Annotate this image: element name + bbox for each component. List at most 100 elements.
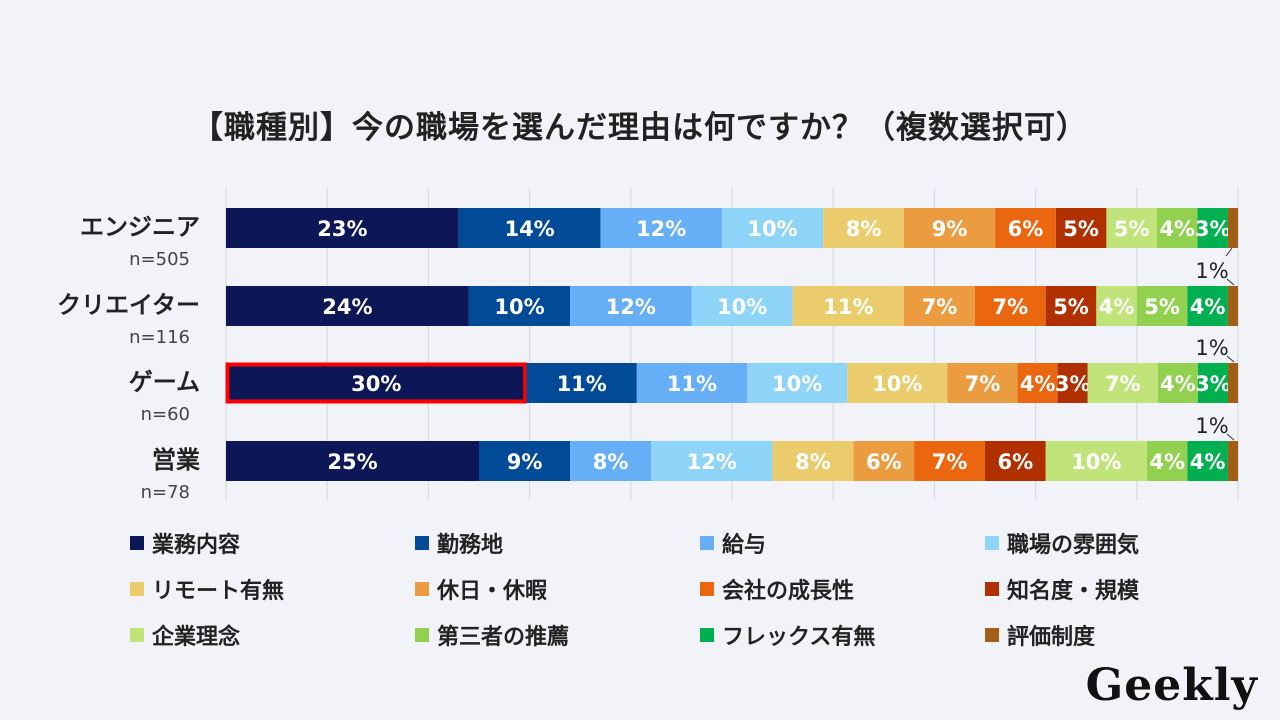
- legend-label: 第三者の推薦: [437, 625, 570, 650]
- sample-size-label: n=116: [129, 327, 190, 348]
- legend-swatch: [130, 582, 144, 596]
- category-label: ゲーム: [129, 368, 200, 396]
- legend-item: 職場の雰囲気: [985, 528, 1230, 558]
- legend-item: 給与: [700, 528, 985, 558]
- chart-title: 【職種別】今の職場を選んだ理由は何ですか？（複数選択可）: [192, 110, 1088, 146]
- legend-item: 業務内容: [130, 528, 415, 558]
- bar-segment: [600, 208, 722, 248]
- legend-label: リモート有無: [152, 579, 285, 604]
- bar-segment: [947, 363, 1018, 403]
- data-label: 7%: [922, 295, 958, 319]
- bar-segment: [1227, 363, 1238, 403]
- bar-segment: [1227, 286, 1238, 326]
- bar-segment: [904, 208, 996, 248]
- data-label: 24%: [322, 295, 372, 319]
- bar-segment: [985, 441, 1046, 481]
- data-label: 10%: [1071, 450, 1121, 474]
- legend-label: 勤務地: [437, 533, 504, 558]
- data-label: 4%: [1190, 295, 1226, 319]
- geekly-logo: Geekly: [1085, 660, 1258, 711]
- sample-size-label: n=60: [141, 404, 190, 425]
- bar-segment: [914, 441, 985, 481]
- bar-segment: [1227, 208, 1238, 248]
- legend-swatch: [985, 536, 999, 550]
- bar-segment: [570, 286, 692, 326]
- leader-line: [1226, 433, 1235, 441]
- data-label: 10%: [717, 295, 767, 319]
- bar-segment: [1197, 208, 1228, 248]
- data-label: 12%: [687, 450, 737, 474]
- bar-segment: [226, 441, 479, 481]
- legend-label: 評価制度: [1007, 625, 1096, 650]
- legend-label: 企業理念: [152, 625, 241, 650]
- bar-segment: [226, 363, 527, 403]
- legend-swatch: [415, 536, 429, 550]
- data-label: 11%: [667, 372, 717, 396]
- data-label: 12%: [636, 217, 686, 241]
- data-label: 8%: [593, 450, 629, 474]
- data-label: 7%: [932, 450, 968, 474]
- data-label: 11%: [823, 295, 873, 319]
- bar-segment: [1187, 441, 1228, 481]
- legend-label: 職場の雰囲気: [1007, 533, 1140, 558]
- legend-label: 会社の成長性: [722, 579, 855, 604]
- bar-segment: [1146, 441, 1188, 481]
- bar-segment: [1157, 363, 1198, 403]
- data-label: 9%: [932, 217, 968, 241]
- data-label: 4%: [1149, 450, 1185, 474]
- data-label: 3%: [1055, 372, 1091, 396]
- data-label: 7%: [965, 372, 1001, 396]
- bar-segment: [1096, 286, 1137, 326]
- legend-item: フレックス有無: [700, 620, 985, 650]
- legend-label: 知名度・規模: [1007, 579, 1140, 604]
- bar-segment: [974, 286, 1046, 326]
- legend-swatch: [415, 628, 429, 642]
- legend-label: 給与: [722, 533, 767, 558]
- data-label: 6%: [998, 450, 1034, 474]
- bar-segment: [1106, 208, 1158, 248]
- bar-segment: [1197, 363, 1228, 403]
- outside-data-label: 1%: [1195, 414, 1228, 438]
- data-label: 25%: [327, 450, 377, 474]
- highlight-box: [225, 362, 528, 404]
- data-label: 10%: [494, 295, 544, 319]
- bar-segment: [747, 363, 848, 403]
- bar-segment: [226, 286, 469, 326]
- data-label: 8%: [795, 450, 831, 474]
- legend-swatch: [700, 536, 714, 550]
- data-label: 4%: [1159, 217, 1195, 241]
- bar-segment: [853, 441, 915, 481]
- data-label: 10%: [872, 372, 922, 396]
- data-label: 3%: [1195, 217, 1231, 241]
- bar-segment: [468, 286, 571, 326]
- legend-swatch: [985, 628, 999, 642]
- bar-segment: [458, 208, 601, 248]
- legend-item: 評価制度: [985, 620, 1230, 650]
- data-label: 4%: [1020, 372, 1056, 396]
- bar-segment: [772, 441, 854, 481]
- data-label: 7%: [1105, 372, 1141, 396]
- legend-swatch: [985, 582, 999, 596]
- leader-line: [1226, 355, 1235, 363]
- data-label: 5%: [1114, 217, 1150, 241]
- data-label: 30%: [351, 372, 401, 396]
- bar-segment: [1045, 286, 1097, 326]
- legend-item: 知名度・規模: [985, 574, 1230, 604]
- bar-segment: [1227, 441, 1238, 481]
- bar-segment: [792, 286, 905, 326]
- data-label: 10%: [747, 217, 797, 241]
- legend-item: 勤務地: [415, 528, 700, 558]
- leader-line: [1225, 247, 1233, 257]
- outside-data-label: 1%: [1195, 336, 1228, 360]
- legend-item: 休日・休暇: [415, 574, 700, 604]
- bar-segment: [651, 441, 773, 481]
- bar-segment: [1087, 363, 1158, 403]
- data-label: 4%: [1160, 372, 1196, 396]
- bar-segment: [1157, 208, 1198, 248]
- bar-segment: [847, 363, 948, 403]
- bar-segment: [1187, 286, 1228, 326]
- data-label: 11%: [557, 372, 607, 396]
- data-label: 23%: [317, 217, 367, 241]
- bar-segment: [691, 286, 793, 326]
